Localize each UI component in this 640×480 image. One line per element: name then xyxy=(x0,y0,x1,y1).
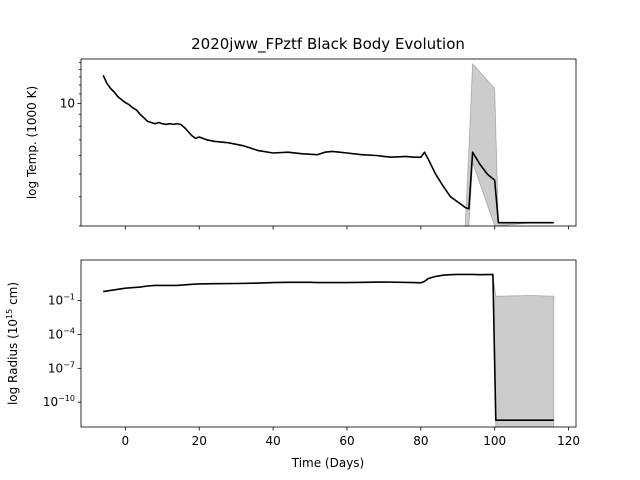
x-tick-label: 100 xyxy=(483,434,506,448)
temperature-uncertainty-band xyxy=(464,62,554,227)
temperature-axes-frame xyxy=(80,58,577,227)
radius-uncertainty-band xyxy=(492,274,555,428)
temperature-series-line xyxy=(102,74,554,224)
radius-y-tick-label: 10−4 xyxy=(48,326,75,341)
radius-y-label-exponent: 15 xyxy=(5,309,14,319)
x-axis-label: Time (Days) xyxy=(291,456,365,470)
x-tick-label: 60 xyxy=(339,434,354,448)
radius-y-label-tail: cm) xyxy=(6,282,20,309)
radius-y-tick-label: 10−1 xyxy=(48,293,75,308)
radius-y-ticks: 10−1 10−4 10−7 10−10 xyxy=(43,293,81,409)
x-tick-label: 20 xyxy=(192,434,207,448)
temperature-x-ticks xyxy=(124,226,570,230)
temperature-y-tick-label: 10 xyxy=(60,97,75,111)
radius-x-ticks: 0 20 40 60 80 100 120 xyxy=(122,427,580,448)
temperature-panel: 10 log Temp. (1000 K) xyxy=(25,58,577,230)
radius-series-line xyxy=(103,273,554,421)
chart-title: 2020jww_FPztf Black Body Evolution xyxy=(191,35,465,54)
x-tick-label: 120 xyxy=(557,434,580,448)
radius-axes-frame xyxy=(80,259,577,428)
x-tick-label: 40 xyxy=(265,434,280,448)
temperature-y-ticks: 10 xyxy=(60,61,81,227)
x-tick-label: 80 xyxy=(413,434,428,448)
radius-panel: 10−1 10−4 10−7 10−10 0 20 40 60 80 100 120 log Ra… xyxy=(5,259,580,448)
temperature-y-label: log Temp. (1000 K) xyxy=(25,86,39,199)
radius-y-tick-label: 10−10 xyxy=(43,394,75,409)
radius-y-label-base: log Radius (10 xyxy=(6,319,20,405)
x-tick-label: 0 xyxy=(122,434,130,448)
radius-y-tick-label: 10−7 xyxy=(48,360,75,375)
radius-y-label: log Radius (1015 cm) xyxy=(5,282,20,405)
